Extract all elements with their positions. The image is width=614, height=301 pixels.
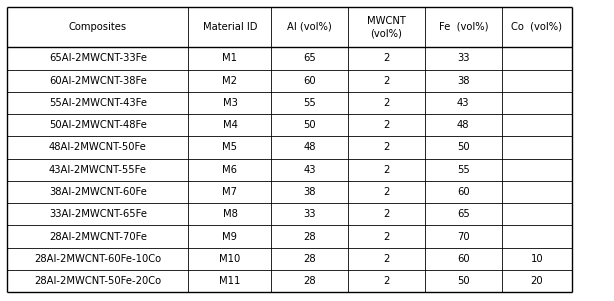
Text: 50: 50 xyxy=(457,276,470,286)
Text: 65Al-2MWCNT-33Fe: 65Al-2MWCNT-33Fe xyxy=(49,53,147,64)
Text: Co  (vol%): Co (vol%) xyxy=(511,22,562,32)
Text: 33: 33 xyxy=(457,53,470,64)
Text: 50Al-2MWCNT-48Fe: 50Al-2MWCNT-48Fe xyxy=(49,120,147,130)
Text: 55Al-2MWCNT-43Fe: 55Al-2MWCNT-43Fe xyxy=(49,98,147,108)
Text: M6: M6 xyxy=(222,165,238,175)
Text: 2: 2 xyxy=(383,276,390,286)
Text: M2: M2 xyxy=(222,76,238,86)
Text: 38: 38 xyxy=(303,187,316,197)
Text: 48: 48 xyxy=(457,120,470,130)
Text: 20: 20 xyxy=(530,276,543,286)
Text: Fe  (vol%): Fe (vol%) xyxy=(438,22,488,32)
Text: 28: 28 xyxy=(303,231,316,242)
Text: 2: 2 xyxy=(383,76,390,86)
Text: 38Al-2MWCNT-60Fe: 38Al-2MWCNT-60Fe xyxy=(49,187,147,197)
Text: M5: M5 xyxy=(222,142,238,153)
Text: 43Al-2MWCNT-55Fe: 43Al-2MWCNT-55Fe xyxy=(49,165,147,175)
Text: 2: 2 xyxy=(383,142,390,153)
Text: 2: 2 xyxy=(383,53,390,64)
Text: 55: 55 xyxy=(457,165,470,175)
Text: 33: 33 xyxy=(303,209,316,219)
Text: 28Al-2MWCNT-50Fe-20Co: 28Al-2MWCNT-50Fe-20Co xyxy=(34,276,161,286)
Text: Al (vol%): Al (vol%) xyxy=(287,22,332,32)
Text: 48: 48 xyxy=(303,142,316,153)
Text: 50: 50 xyxy=(457,142,470,153)
Text: 43: 43 xyxy=(457,98,470,108)
Text: 55: 55 xyxy=(303,98,316,108)
Text: 60: 60 xyxy=(457,187,470,197)
Text: 60: 60 xyxy=(303,76,316,86)
Text: 60Al-2MWCNT-38Fe: 60Al-2MWCNT-38Fe xyxy=(49,76,147,86)
Text: 28Al-2MWCNT-70Fe: 28Al-2MWCNT-70Fe xyxy=(49,231,147,242)
Text: 65: 65 xyxy=(303,53,316,64)
Text: 43: 43 xyxy=(303,165,316,175)
Text: 65: 65 xyxy=(457,209,470,219)
Text: M7: M7 xyxy=(222,187,238,197)
Text: 33Al-2MWCNT-65Fe: 33Al-2MWCNT-65Fe xyxy=(49,209,147,219)
Text: 2: 2 xyxy=(383,231,390,242)
Text: 2: 2 xyxy=(383,254,390,264)
Text: 38: 38 xyxy=(457,76,470,86)
Text: 70: 70 xyxy=(457,231,470,242)
Text: M3: M3 xyxy=(222,98,238,108)
Text: 2: 2 xyxy=(383,120,390,130)
Text: 28Al-2MWCNT-60Fe-10Co: 28Al-2MWCNT-60Fe-10Co xyxy=(34,254,161,264)
Text: M11: M11 xyxy=(219,276,241,286)
Text: 28: 28 xyxy=(303,276,316,286)
Text: 2: 2 xyxy=(383,165,390,175)
Text: M8: M8 xyxy=(222,209,238,219)
Text: M4: M4 xyxy=(222,120,238,130)
Text: 28: 28 xyxy=(303,254,316,264)
Text: M1: M1 xyxy=(222,53,238,64)
Text: 2: 2 xyxy=(383,187,390,197)
Text: Composites: Composites xyxy=(69,22,127,32)
Text: 2: 2 xyxy=(383,209,390,219)
Text: Material ID: Material ID xyxy=(203,22,257,32)
Text: 2: 2 xyxy=(383,98,390,108)
Text: 50: 50 xyxy=(303,120,316,130)
Text: M9: M9 xyxy=(222,231,238,242)
Text: M10: M10 xyxy=(219,254,241,264)
Text: 48Al-2MWCNT-50Fe: 48Al-2MWCNT-50Fe xyxy=(49,142,147,153)
Text: 60: 60 xyxy=(457,254,470,264)
Text: 10: 10 xyxy=(530,254,543,264)
Text: MWCNT
(vol%): MWCNT (vol%) xyxy=(367,16,406,38)
